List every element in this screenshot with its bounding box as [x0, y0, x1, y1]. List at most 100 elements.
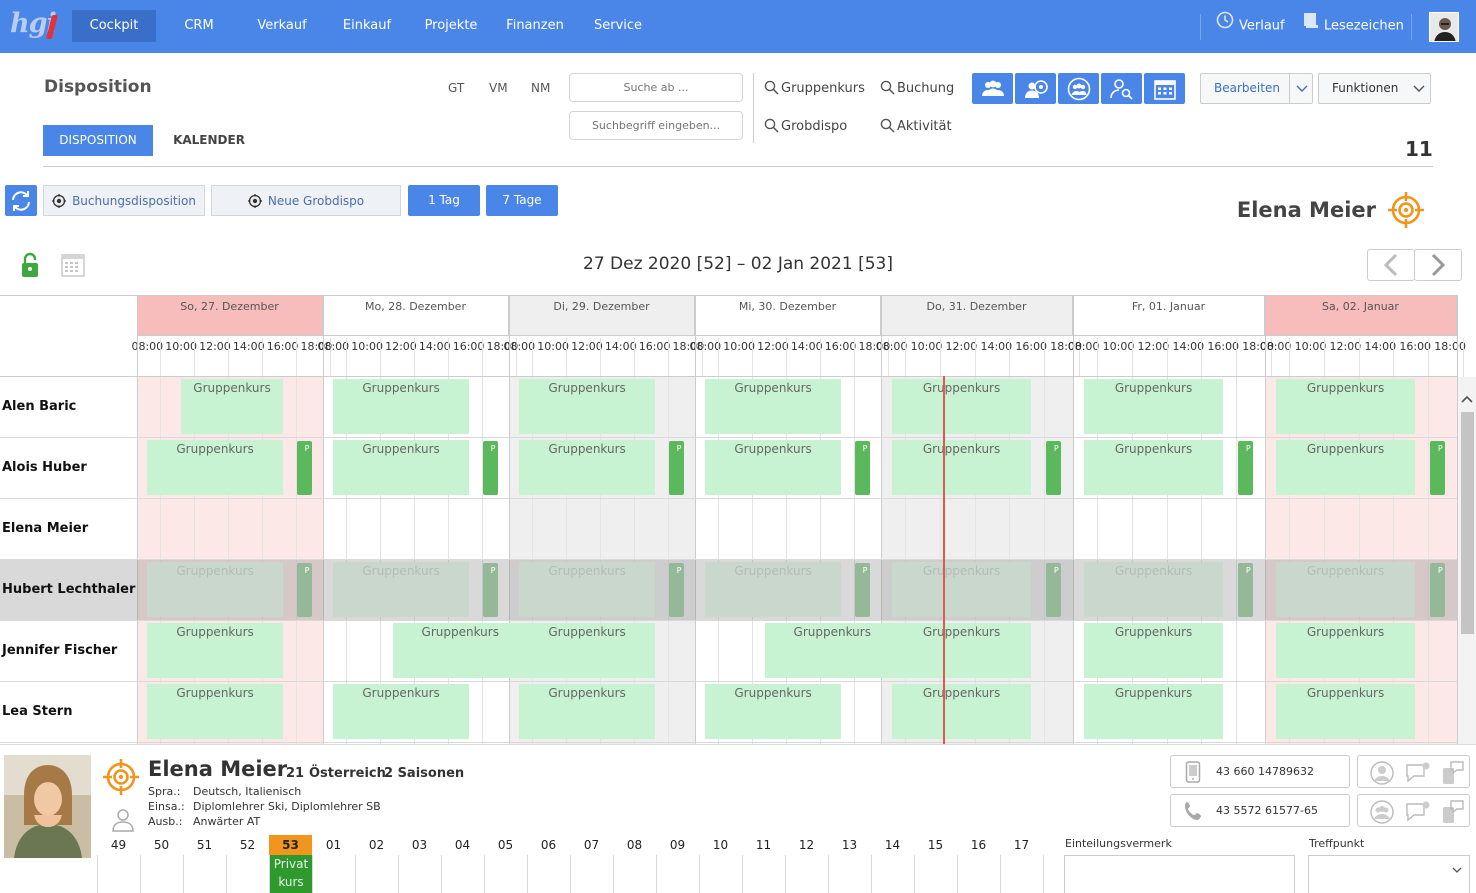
week-number[interactable]: 13 [841, 838, 858, 852]
week-cell[interactable] [828, 855, 871, 893]
previous-week-button[interactable] [1367, 249, 1415, 281]
week-cell[interactable] [914, 855, 957, 893]
edit-dropdown[interactable]: Bearbeiten [1200, 73, 1313, 104]
landline-phone-field[interactable]: 43 5572 61577-65 [1170, 794, 1350, 827]
tab-kalender[interactable]: KALENDER [173, 133, 245, 147]
week-number[interactable]: 09 [669, 838, 686, 852]
quick-link-grobdispo[interactable]: Grobdispo [764, 118, 847, 134]
assignment-note-input[interactable] [1064, 855, 1295, 893]
week-cell[interactable] [97, 855, 140, 893]
week-number[interactable]: 08 [626, 838, 643, 852]
private-lesson-block[interactable]: P [1237, 441, 1253, 495]
week-number[interactable]: 01 [325, 838, 342, 852]
week-number[interactable]: 49 [110, 838, 127, 852]
user-outline-icon[interactable] [110, 806, 136, 836]
course-block[interactable]: Gruppenkurs [1083, 684, 1224, 739]
calendar-button[interactable] [1144, 73, 1185, 104]
course-block[interactable]: Gruppenkurs [1275, 379, 1416, 434]
week-number[interactable]: 52 [239, 838, 256, 852]
week-cell[interactable] [312, 855, 355, 893]
week-cell[interactable] [398, 855, 441, 893]
course-block[interactable]: Gruppenkurs [705, 379, 841, 434]
private-lesson-block[interactable]: P [854, 441, 870, 495]
scroll-up-icon[interactable] [1460, 390, 1474, 403]
private-lesson-block[interactable]: P [482, 563, 498, 617]
mobile-phone-field[interactable]: 43 660 14789632 [1170, 755, 1350, 788]
row-person-name[interactable]: Alen Baric [2, 399, 77, 414]
person-location-button[interactable] [1015, 73, 1056, 104]
search-term-input[interactable] [569, 111, 743, 140]
course-block[interactable]: Gruppenkurs [705, 440, 841, 495]
course-block[interactable]: Gruppenkurs [333, 684, 469, 739]
course-block[interactable]: Gruppenkurs [181, 379, 283, 434]
history-link[interactable]: Verlauf [1216, 10, 1285, 42]
private-lesson-block[interactable]: P [296, 441, 312, 495]
group-circle-button[interactable] [1058, 73, 1099, 104]
chat-icon[interactable] [1404, 800, 1430, 824]
shortcut-gt[interactable]: GT [448, 81, 465, 95]
week-number[interactable]: 12 [798, 838, 815, 852]
course-block[interactable]: Gruppenkurs [147, 623, 283, 678]
next-week-button[interactable] [1414, 249, 1462, 281]
target-icon[interactable] [1386, 190, 1426, 234]
shortcut-nm[interactable]: NM [531, 81, 551, 95]
row-person-name[interactable]: Lea Stern [2, 704, 73, 719]
tab-disposition[interactable]: DISPOSITION [43, 125, 153, 156]
new-grobdispo-button[interactable]: Neue Grobdispo [211, 185, 401, 216]
row-person-name[interactable]: Jennifer Fischer [2, 643, 118, 658]
week-cell[interactable] [484, 855, 527, 893]
course-block[interactable]: Gruppenkurs [891, 440, 1032, 495]
week-cell[interactable] [871, 855, 914, 893]
week-number[interactable]: 51 [196, 838, 213, 852]
course-block[interactable]: Gruppenkurs [1275, 562, 1416, 617]
week-number[interactable]: 16 [970, 838, 987, 852]
row-person-name[interactable]: Hubert Lechthaler [2, 582, 136, 597]
course-block[interactable]: Gruppenkurs [1083, 440, 1224, 495]
private-lesson-block[interactable]: P [1429, 563, 1445, 617]
group-circle-icon[interactable] [1369, 799, 1395, 825]
private-lesson-block[interactable]: P [1045, 441, 1061, 495]
course-block[interactable]: Gruppenkurs [1083, 623, 1224, 678]
row-person-name[interactable]: Alois Huber [2, 460, 87, 475]
nav-item-crm[interactable]: CRM [184, 18, 214, 33]
week-cell[interactable] [699, 855, 742, 893]
course-block[interactable]: Gruppenkurs [764, 623, 900, 678]
week-cell[interactable] [570, 855, 613, 893]
week-number[interactable]: 53 [269, 835, 312, 855]
week-number[interactable]: 50 [153, 838, 170, 852]
person-circle-icon[interactable] [1369, 760, 1395, 786]
course-block[interactable]: Gruppenkurs [1083, 379, 1224, 434]
week-number[interactable]: 05 [497, 838, 514, 852]
nav-item-projekte[interactable]: Projekte [424, 18, 478, 33]
scrollbar-thumb[interactable] [1461, 412, 1474, 634]
private-lesson-block[interactable]: P [482, 441, 498, 495]
row-person-name[interactable]: Elena Meier [2, 521, 89, 536]
shortcut-vm[interactable]: VM [489, 81, 508, 95]
course-block[interactable]: Gruppenkurs [705, 684, 841, 739]
course-block[interactable]: Gruppenkurs [891, 562, 1032, 617]
functions-dropdown[interactable]: Funktionen [1318, 73, 1431, 104]
week-cell[interactable] [183, 855, 226, 893]
course-block[interactable]: Gruppenkurs [333, 440, 469, 495]
nav-item-service[interactable]: Service [593, 18, 643, 33]
chat-icon[interactable] [1404, 761, 1430, 785]
private-lesson-block[interactable]: P [668, 441, 684, 495]
course-block[interactable]: Gruppenkurs [147, 440, 283, 495]
course-block[interactable]: Gruppenkurs [891, 623, 1032, 678]
private-lesson-block[interactable]: P [1045, 563, 1061, 617]
private-lesson-block[interactable]: P [296, 563, 312, 617]
course-block[interactable]: Gruppenkurs [519, 379, 655, 434]
nav-item-einkauf[interactable]: Einkauf [342, 18, 392, 33]
lock-icon[interactable] [20, 252, 40, 282]
app-logo[interactable]: hgi [10, 8, 60, 44]
bookmarks-link[interactable]: Lesezeichen [1303, 10, 1404, 42]
course-block[interactable]: Gruppenkurs [1275, 684, 1416, 739]
mobile-message-icon[interactable] [1440, 760, 1466, 786]
course-block[interactable]: Gruppenkurs [519, 623, 655, 678]
course-block[interactable]: Gruppenkurs [1083, 562, 1224, 617]
week-number[interactable]: 10 [712, 838, 729, 852]
private-lesson-block[interactable]: P [854, 563, 870, 617]
course-block[interactable]: Gruppenkurs [891, 684, 1032, 739]
week-cell[interactable] [1000, 855, 1043, 893]
week-cell[interactable] [656, 855, 699, 893]
